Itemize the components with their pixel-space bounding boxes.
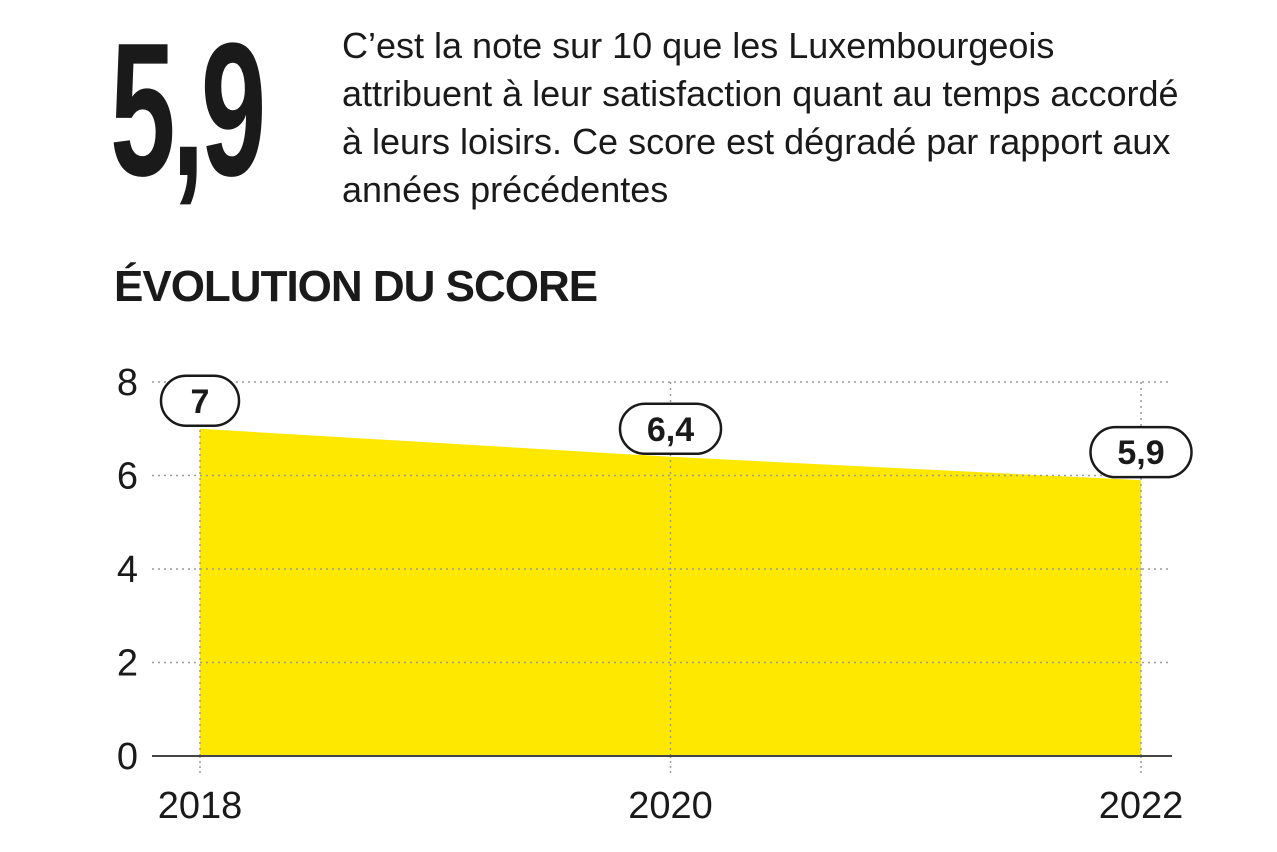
chart-section-title: ÉVOLUTION DU SCORE: [114, 262, 598, 311]
x-tick-label: 2020: [628, 785, 713, 827]
headline-description: C’est la note sur 10 que les Luxembourge…: [342, 25, 1179, 210]
data-label: 6,4: [647, 411, 694, 449]
y-tick-label: 2: [117, 643, 138, 685]
y-tick-label: 6: [117, 456, 138, 498]
data-label-badge: [618, 402, 723, 456]
y-tick-label: 8: [117, 362, 138, 404]
data-label-badge: [1089, 425, 1193, 479]
x-tick-label: 2018: [158, 785, 243, 827]
x-tick-label: 2022: [1099, 785, 1184, 827]
y-tick-label: 4: [117, 549, 138, 591]
data-label: 7: [191, 383, 210, 421]
data-label-badge: [159, 374, 241, 427]
y-tick-label: 0: [117, 736, 138, 778]
data-label: 5,9: [1117, 434, 1164, 472]
